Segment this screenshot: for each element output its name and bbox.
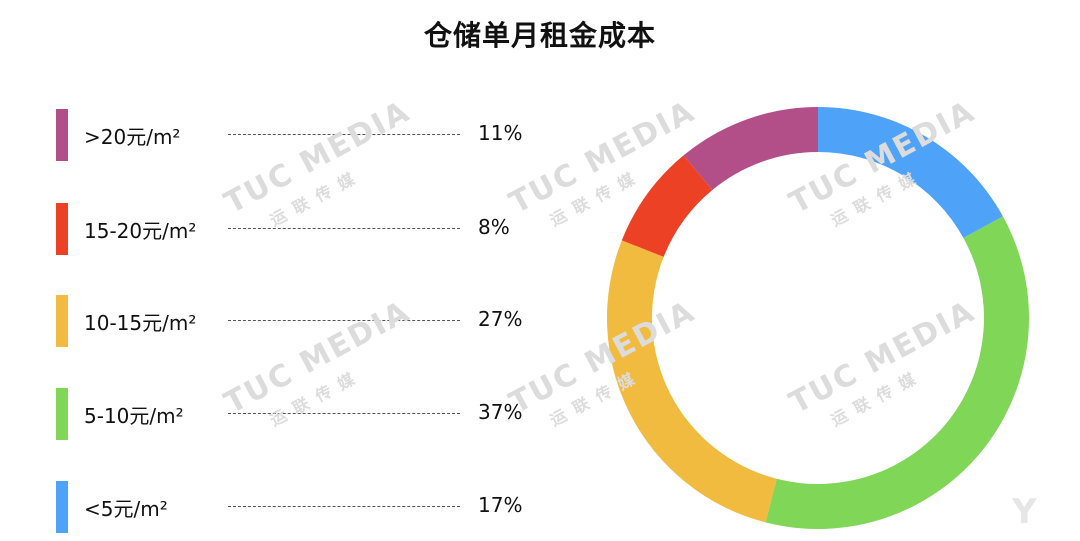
legend-leader-line — [228, 134, 460, 135]
legend-value: 11% — [478, 121, 523, 145]
legend-item: 15-20元/m² 8% — [0, 203, 560, 255]
legend-item: >20元/m² 11% — [0, 109, 560, 161]
legend-swatch — [56, 203, 68, 255]
legend-value: 27% — [478, 307, 523, 331]
legend-swatch — [56, 481, 68, 533]
legend-leader-line — [228, 228, 460, 229]
legend-value: 8% — [478, 215, 510, 239]
corner-logo-icon: Y — [1012, 492, 1037, 532]
legend-item: <5元/m² 17% — [0, 481, 560, 533]
donut-slice — [621, 155, 713, 257]
legend-value: 37% — [478, 400, 523, 424]
legend-swatch — [56, 295, 68, 347]
legend-label: 5-10元/m² — [84, 404, 184, 428]
chart-title: 仓储单月租金成本 — [423, 19, 656, 52]
legend-value: 17% — [478, 493, 523, 517]
legend-leader-line — [228, 413, 460, 414]
legend-label: >20元/m² — [84, 125, 181, 149]
donut-slice — [607, 240, 777, 523]
legend-item: 10-15元/m² 27% — [0, 295, 560, 347]
legend-leader-line — [228, 320, 460, 321]
donut-chart — [607, 107, 1029, 529]
legend-label: 15-20元/m² — [84, 219, 197, 243]
donut-slice — [765, 216, 1029, 529]
donut-slice — [818, 107, 1003, 239]
legend-swatch — [56, 109, 68, 161]
legend-item: 5-10元/m² 37% — [0, 388, 560, 440]
legend-label: 10-15元/m² — [84, 311, 197, 335]
legend-swatch — [56, 388, 68, 440]
legend-leader-line — [228, 506, 460, 507]
legend-label: <5元/m² — [84, 497, 168, 521]
donut-slice — [683, 107, 818, 191]
